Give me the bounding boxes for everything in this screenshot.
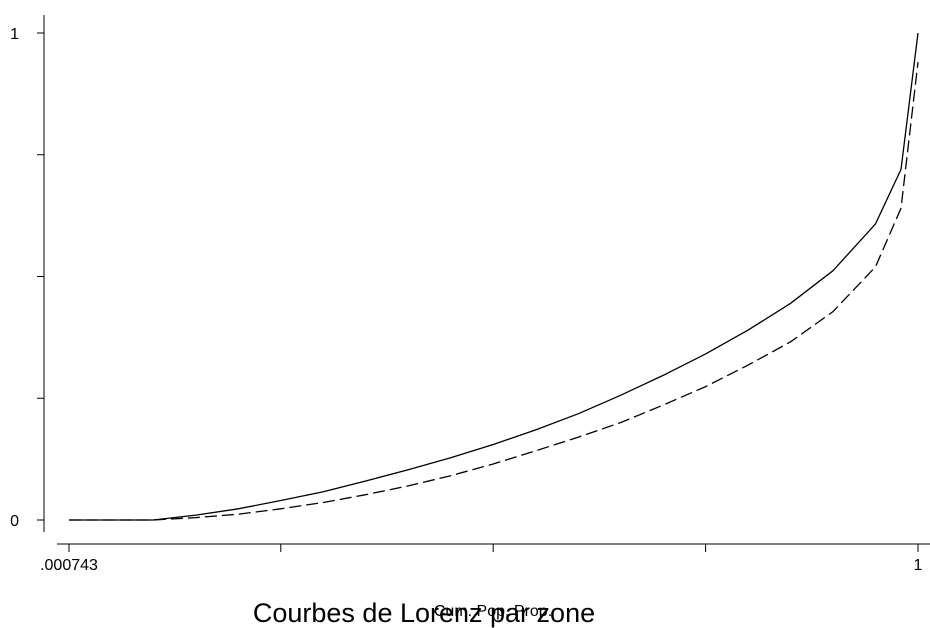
x-tick-label: .000743 [40, 557, 98, 574]
x-axis-title: Cum. Pop. Prop. [434, 603, 552, 620]
series-line-1 [69, 32, 919, 521]
x-tick-label: 1 [914, 557, 923, 574]
y-tick-label: 0 [10, 513, 19, 530]
axes: 0 1 .000743 1 [10, 15, 930, 574]
series-line-2 [69, 62, 919, 521]
chart-title: Courbes de Lorenz par zone [253, 598, 595, 628]
series-layer [69, 32, 919, 521]
labels: Cum. Pop. Prop. Courbes de Lorenz par zo… [253, 598, 595, 628]
y-tick-label: 1 [10, 26, 19, 43]
